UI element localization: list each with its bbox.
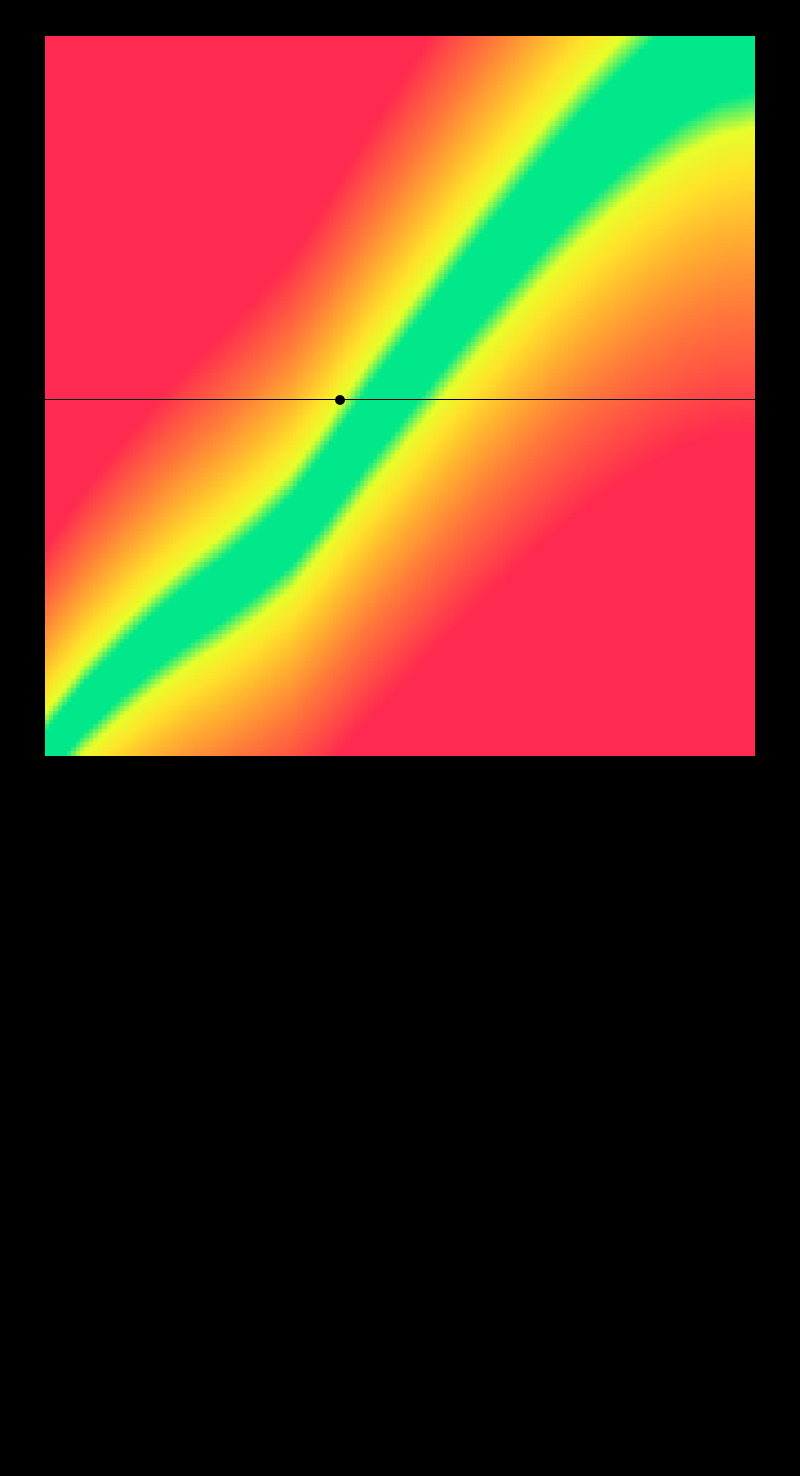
watermark-text: TheBottleneck.com bbox=[552, 8, 755, 34]
crosshair-horizontal bbox=[45, 399, 755, 400]
crosshair-marker bbox=[335, 395, 345, 405]
heatmap-canvas bbox=[45, 36, 755, 756]
bottleneck-heatmap-plot bbox=[45, 36, 755, 756]
crosshair-vertical bbox=[339, 756, 340, 1476]
